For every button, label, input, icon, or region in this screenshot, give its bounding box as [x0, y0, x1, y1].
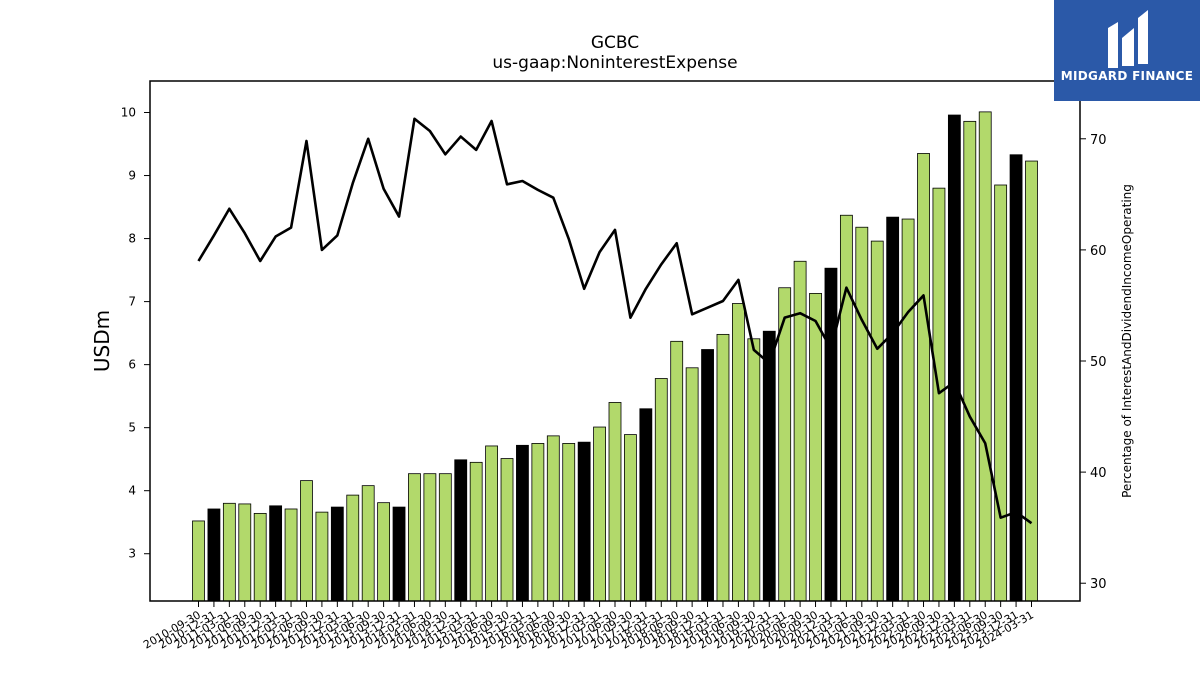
- bar: [438, 473, 452, 602]
- bar: [500, 458, 514, 602]
- y-tick-label: 6: [128, 358, 136, 372]
- logo-text: MIDGARD FINANCE: [1060, 69, 1194, 83]
- bar: [222, 502, 236, 602]
- x-axis: 2010-09-302010-12-312011-03-312011-06-30…: [141, 601, 1036, 652]
- bar: [454, 459, 468, 602]
- bar: [654, 378, 668, 602]
- bar: [932, 187, 946, 602]
- y2-tick-label: 70: [1090, 133, 1107, 148]
- bar: [531, 443, 545, 602]
- bar: [824, 267, 838, 602]
- bar-series: [192, 111, 1038, 602]
- chart-subtitle: us-gaap:NoninterestExpense: [492, 53, 737, 73]
- bar: [608, 402, 622, 602]
- bar: [469, 461, 483, 602]
- bar: [762, 330, 776, 602]
- bar: [978, 111, 992, 602]
- bar: [963, 120, 977, 602]
- bar: [855, 226, 869, 602]
- line-series-path: [197, 117, 1033, 525]
- bar: [870, 240, 884, 602]
- bar: [207, 508, 221, 602]
- y-tick-label: 7: [128, 295, 136, 309]
- y2-axis-label: Percentage of InterestAndDividendIncomeO…: [1120, 184, 1134, 498]
- bar: [269, 505, 283, 602]
- bar: [670, 340, 684, 602]
- y-tick-label: 8: [128, 232, 136, 246]
- bar: [516, 444, 529, 602]
- bar: [192, 520, 205, 602]
- bar: [701, 349, 714, 602]
- bar: [917, 153, 930, 602]
- bar: [315, 511, 329, 602]
- bar: [423, 473, 437, 602]
- bar: [624, 434, 637, 602]
- bar: [994, 184, 1008, 602]
- y-tick-label: 5: [128, 421, 136, 435]
- bar: [886, 216, 900, 602]
- bar: [485, 445, 498, 602]
- bar: [947, 114, 961, 602]
- bar: [577, 441, 591, 602]
- bar: [1025, 160, 1038, 602]
- bar: [284, 508, 298, 602]
- bar: [238, 503, 252, 602]
- y-tick-label: 10: [121, 106, 136, 120]
- bar: [809, 293, 822, 602]
- bar: [300, 480, 313, 602]
- bar: [901, 218, 915, 602]
- bar: [778, 287, 792, 602]
- bar: [747, 338, 761, 602]
- chart-title: GCBC: [591, 33, 639, 53]
- line-series: [197, 117, 1033, 525]
- y2-tick-label: 40: [1090, 466, 1107, 481]
- bar: [546, 435, 560, 602]
- y-axis-label: USDm: [90, 310, 114, 372]
- bar: [361, 485, 375, 602]
- bar: [716, 333, 730, 602]
- bar: [377, 502, 391, 602]
- bar: [562, 443, 576, 602]
- bar: [839, 214, 853, 602]
- y-axis-right: 30 40 50 60 70: [1080, 133, 1107, 592]
- bar: [593, 426, 606, 602]
- bar: [253, 512, 267, 602]
- y-tick-label: 4: [128, 484, 136, 498]
- bar: [685, 367, 699, 602]
- y-axis-left: 3 4 5 6 7 8 9 10: [121, 106, 150, 561]
- y2-tick-label: 30: [1090, 577, 1107, 592]
- bar: [1009, 154, 1023, 602]
- bar: [392, 506, 406, 602]
- y2-tick-label: 50: [1090, 355, 1107, 370]
- bar: [330, 506, 344, 602]
- bar: [346, 494, 360, 602]
- bar: [408, 473, 421, 602]
- y-tick-label: 9: [128, 169, 136, 183]
- company-logo: MIDGARD FINANCE: [1054, 0, 1200, 101]
- bar: [732, 303, 745, 602]
- logo-mark-icon: [1108, 10, 1148, 68]
- y-tick-label: 3: [128, 547, 136, 561]
- bar: [639, 408, 653, 602]
- y2-tick-label: 60: [1090, 244, 1107, 259]
